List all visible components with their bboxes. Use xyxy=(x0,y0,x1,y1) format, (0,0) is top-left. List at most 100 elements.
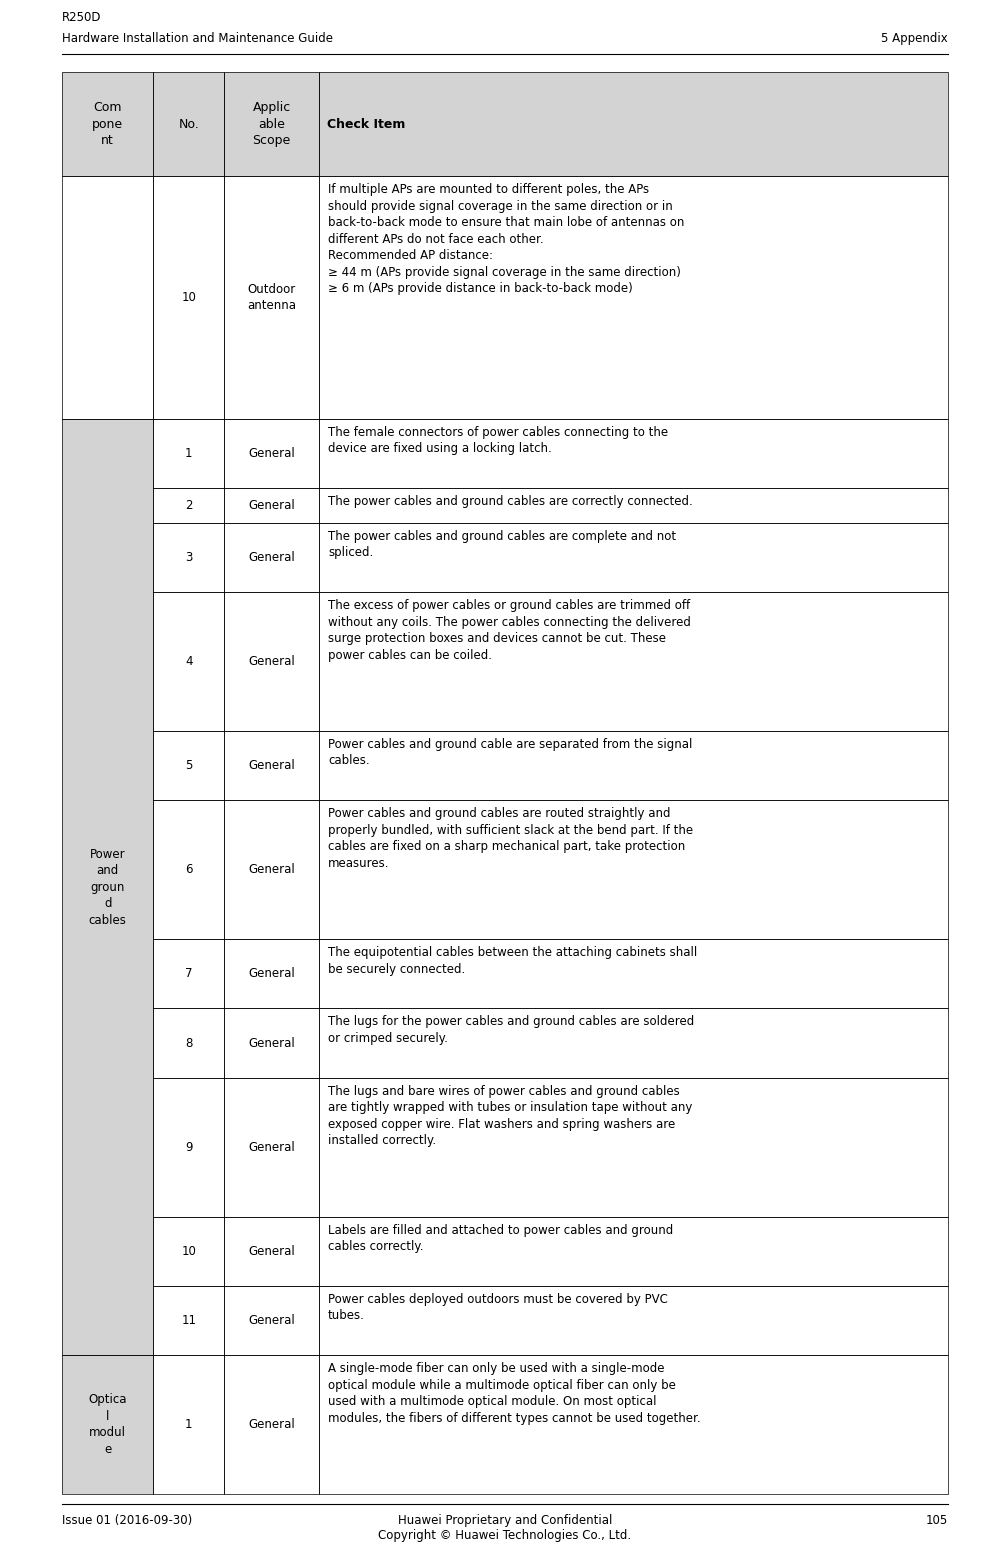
Bar xyxy=(153,1355,224,1494)
Bar xyxy=(224,731,319,800)
Text: 10: 10 xyxy=(181,291,196,304)
Text: 10: 10 xyxy=(181,1245,196,1257)
Bar xyxy=(62,72,153,175)
Bar xyxy=(153,800,224,940)
Text: A single-mode fiber can only be used with a single-mode
optical module while a m: A single-mode fiber can only be used wit… xyxy=(328,1362,700,1425)
Text: 8: 8 xyxy=(185,1037,192,1049)
Bar xyxy=(153,523,224,592)
Bar xyxy=(224,72,319,175)
Text: Com
pone
nt: Com pone nt xyxy=(92,102,124,147)
Bar xyxy=(224,731,319,800)
Bar xyxy=(319,1009,948,1077)
Text: The power cables and ground cables are complete and not
spliced.: The power cables and ground cables are c… xyxy=(328,529,676,559)
Text: Power
and
groun
d
cables: Power and groun d cables xyxy=(88,847,127,927)
Bar xyxy=(224,1286,319,1355)
Text: 5 Appendix: 5 Appendix xyxy=(881,31,948,45)
Bar xyxy=(62,1355,153,1494)
Bar xyxy=(153,1286,224,1355)
Text: General: General xyxy=(248,760,294,772)
Bar xyxy=(153,940,224,1009)
Text: R250D: R250D xyxy=(62,11,102,23)
Bar xyxy=(224,592,319,731)
Bar xyxy=(319,418,948,489)
Bar xyxy=(153,731,224,800)
Text: Issue 01 (2016-09-30): Issue 01 (2016-09-30) xyxy=(62,1514,192,1527)
Bar xyxy=(319,523,948,592)
Text: 1: 1 xyxy=(185,446,192,460)
Bar xyxy=(319,1077,948,1217)
Text: Power cables deployed outdoors must be covered by PVC
tubes.: Power cables deployed outdoors must be c… xyxy=(328,1294,667,1322)
Text: General: General xyxy=(248,655,294,669)
Bar xyxy=(319,1286,948,1355)
Bar xyxy=(153,489,224,523)
Bar xyxy=(224,940,319,1009)
Text: Labels are filled and attached to power cables and ground
cables correctly.: Labels are filled and attached to power … xyxy=(328,1223,673,1253)
Bar xyxy=(224,1077,319,1217)
Bar xyxy=(153,1286,224,1355)
Bar xyxy=(153,1217,224,1286)
Text: 11: 11 xyxy=(181,1314,196,1326)
Text: Power cables and ground cable are separated from the signal
cables.: Power cables and ground cable are separa… xyxy=(328,738,692,767)
Text: Optica
l
modul
e: Optica l modul e xyxy=(88,1394,127,1456)
Bar xyxy=(319,175,948,418)
Bar xyxy=(319,489,948,523)
Text: The excess of power cables or ground cables are trimmed off
without any coils. T: The excess of power cables or ground cab… xyxy=(328,600,690,662)
Bar xyxy=(153,592,224,731)
Bar xyxy=(319,175,948,418)
Bar xyxy=(153,175,224,418)
Bar xyxy=(153,523,224,592)
Bar xyxy=(153,489,224,523)
Bar xyxy=(62,72,153,175)
Bar xyxy=(153,592,224,731)
Bar xyxy=(224,175,319,418)
Text: The power cables and ground cables are correctly connected.: The power cables and ground cables are c… xyxy=(328,495,692,509)
Bar xyxy=(224,1077,319,1217)
Text: 105: 105 xyxy=(926,1514,948,1527)
Bar xyxy=(319,523,948,592)
Bar xyxy=(153,731,224,800)
Text: General: General xyxy=(248,1419,294,1431)
Text: The female connectors of power cables connecting to the
device are fixed using a: The female connectors of power cables co… xyxy=(328,426,668,456)
Bar xyxy=(62,418,153,1355)
Bar xyxy=(224,418,319,489)
Bar xyxy=(224,1009,319,1077)
Bar xyxy=(224,1217,319,1286)
Bar xyxy=(319,1286,948,1355)
Bar xyxy=(153,1077,224,1217)
Text: General: General xyxy=(248,446,294,460)
Bar xyxy=(319,592,948,731)
Text: Power cables and ground cables are routed straightly and
properly bundled, with : Power cables and ground cables are route… xyxy=(328,808,693,869)
Text: Huawei Proprietary and Confidential
Copyright © Huawei Technologies Co., Ltd.: Huawei Proprietary and Confidential Copy… xyxy=(379,1514,631,1543)
Bar xyxy=(153,175,224,418)
Bar xyxy=(224,1217,319,1286)
Bar xyxy=(224,800,319,940)
Bar xyxy=(62,175,153,418)
Bar xyxy=(224,1009,319,1077)
Bar xyxy=(224,489,319,523)
Bar xyxy=(319,800,948,940)
Bar xyxy=(224,523,319,592)
Bar xyxy=(319,72,948,175)
Bar xyxy=(319,1355,948,1494)
Bar xyxy=(153,1077,224,1217)
Bar xyxy=(224,523,319,592)
Text: The lugs for the power cables and ground cables are soldered
or crimped securely: The lugs for the power cables and ground… xyxy=(328,1015,694,1045)
Bar xyxy=(224,592,319,731)
Bar xyxy=(319,592,948,731)
Text: Hardware Installation and Maintenance Guide: Hardware Installation and Maintenance Gu… xyxy=(62,31,333,45)
Bar xyxy=(153,418,224,489)
Text: 2: 2 xyxy=(185,500,192,512)
Text: General: General xyxy=(248,551,294,564)
Bar xyxy=(224,72,319,175)
Bar xyxy=(319,800,948,940)
Bar xyxy=(319,72,948,175)
Text: General: General xyxy=(248,1314,294,1326)
Bar xyxy=(153,940,224,1009)
Text: If multiple APs are mounted to different poles, the APs
should provide signal co: If multiple APs are mounted to different… xyxy=(328,183,684,294)
Text: No.: No. xyxy=(178,117,199,130)
Bar xyxy=(153,1009,224,1077)
Text: The equipotential cables between the attaching cabinets shall
be securely connec: The equipotential cables between the att… xyxy=(328,946,697,976)
Bar xyxy=(319,418,948,489)
Text: 3: 3 xyxy=(185,551,192,564)
Bar xyxy=(153,72,224,175)
